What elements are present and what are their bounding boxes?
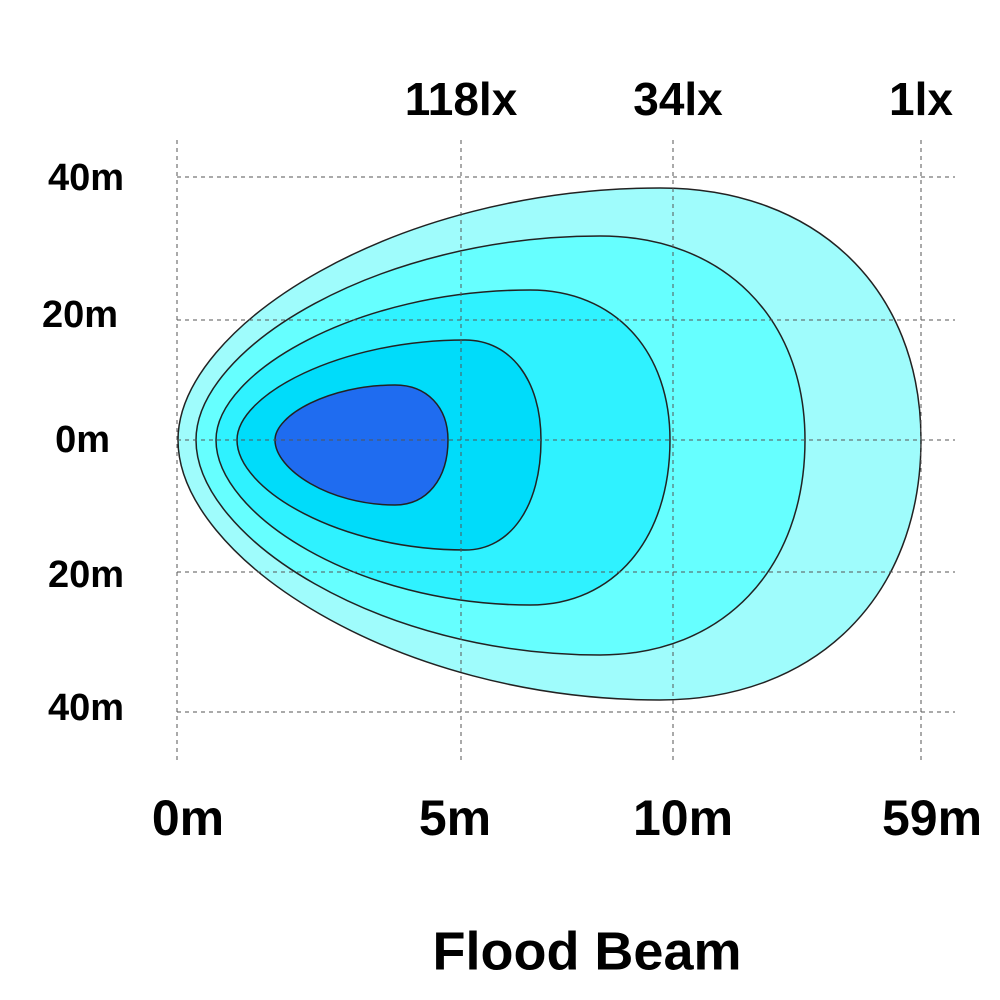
title: Flood Beam <box>432 921 741 981</box>
lux-label: 118lx <box>405 73 518 125</box>
y-label: 20m <box>48 554 124 596</box>
x-label: 10m <box>633 790 733 846</box>
lux-label: 34lx <box>633 73 723 125</box>
y-label: 40m <box>48 687 124 729</box>
y-label: 0m <box>55 419 110 461</box>
grid <box>176 140 955 760</box>
beam-pattern <box>177 187 922 701</box>
lux-label: 1lx <box>889 73 953 125</box>
y-label: 20m <box>42 294 118 336</box>
y-label: 40m <box>48 157 124 199</box>
x-label: 0m <box>152 790 224 846</box>
x-label: 59m <box>882 790 982 846</box>
x-label: 5m <box>419 790 491 846</box>
beam-contour <box>274 384 449 506</box>
